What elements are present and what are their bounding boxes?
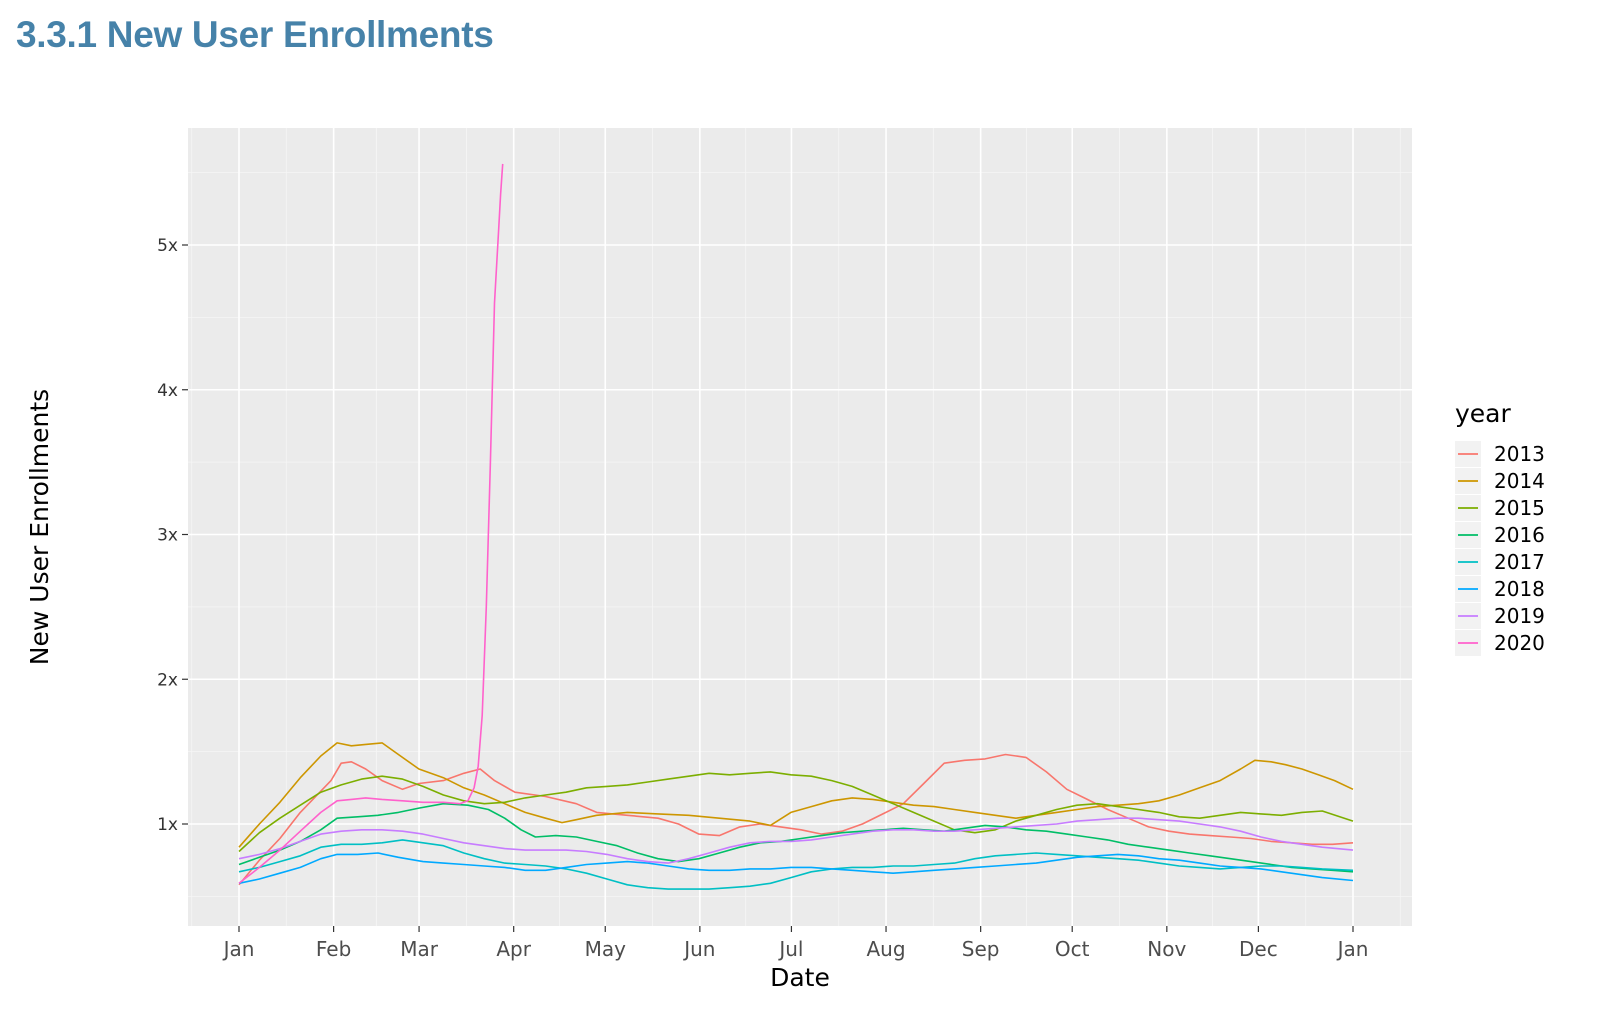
legend-label: 2019 bbox=[1494, 604, 1545, 628]
legend-item-2016: 2016 bbox=[1455, 522, 1545, 548]
legend: year 2013 2014 2015 2016 2017 2018 2019 2020 bbox=[1455, 399, 1545, 656]
major-gridlines bbox=[188, 128, 1412, 926]
y-tick-labels: 1x 2x 3x 4x 5x bbox=[157, 236, 178, 835]
legend-item-2013: 2013 bbox=[1455, 441, 1545, 467]
series-line-2017 bbox=[238, 839, 1354, 890]
legend-item-2017: 2017 bbox=[1455, 549, 1545, 575]
series-lines bbox=[238, 163, 1354, 890]
x-tick-label: May bbox=[585, 937, 627, 961]
legend-title: year bbox=[1455, 399, 1511, 428]
legend-item-2015: 2015 bbox=[1455, 495, 1545, 521]
legend-label: 2020 bbox=[1494, 631, 1545, 655]
x-tick-label: Nov bbox=[1147, 937, 1186, 961]
legend-label: 2016 bbox=[1494, 523, 1545, 547]
y-tick-label: 3x bbox=[157, 526, 178, 546]
series-line-2014 bbox=[238, 742, 1354, 848]
x-tick-label: Dec bbox=[1239, 937, 1278, 961]
plot-panel bbox=[188, 128, 1412, 926]
series-line-2020 bbox=[238, 163, 504, 884]
y-tick-label: 4x bbox=[157, 381, 178, 401]
x-tick-label: Jan bbox=[1336, 937, 1369, 961]
series-line-2015 bbox=[238, 771, 1354, 853]
x-tick-label: Apr bbox=[496, 937, 531, 961]
series-line-2016 bbox=[238, 802, 1354, 873]
legend-label: 2018 bbox=[1494, 577, 1545, 601]
legend-item-2018: 2018 bbox=[1455, 576, 1545, 602]
x-tick-label: Aug bbox=[867, 937, 906, 961]
legend-label: 2017 bbox=[1494, 550, 1545, 574]
y-tick-label: 1x bbox=[157, 815, 178, 835]
x-axis-title: Date bbox=[770, 963, 830, 992]
x-tick-label: Jun bbox=[682, 937, 715, 961]
legend-label: 2014 bbox=[1494, 469, 1545, 493]
x-tick-label: Mar bbox=[400, 937, 439, 961]
series-line-2018 bbox=[238, 852, 1354, 885]
legend-label: 2013 bbox=[1494, 442, 1545, 466]
legend-item-2014: 2014 bbox=[1455, 468, 1545, 494]
series-line-2019 bbox=[238, 817, 1354, 864]
x-tick-label: Jul bbox=[777, 937, 803, 961]
x-tick-label: Feb bbox=[316, 937, 351, 961]
minor-gridlines bbox=[188, 128, 1412, 926]
y-tick-label: 5x bbox=[157, 236, 178, 256]
legend-label: 2015 bbox=[1494, 496, 1545, 520]
page-title: 3.3.1 New User Enrollments bbox=[16, 14, 494, 55]
x-tick-labels: Jan Feb Mar Apr May Jun Jul Aug Sep Oct Nov Dec Jan bbox=[222, 937, 1369, 961]
legend-item-2019: 2019 bbox=[1455, 603, 1545, 629]
legend-item-2020: 2020 bbox=[1455, 630, 1545, 656]
x-tick-label: Jan bbox=[222, 937, 255, 961]
axis-ticks bbox=[182, 244, 1354, 932]
y-axis-title: New User Enrollments bbox=[25, 389, 54, 665]
x-tick-label: Oct bbox=[1055, 937, 1090, 961]
series-line-2013 bbox=[238, 753, 1354, 886]
x-tick-label: Sep bbox=[962, 937, 1000, 961]
y-tick-label: 2x bbox=[157, 670, 178, 690]
